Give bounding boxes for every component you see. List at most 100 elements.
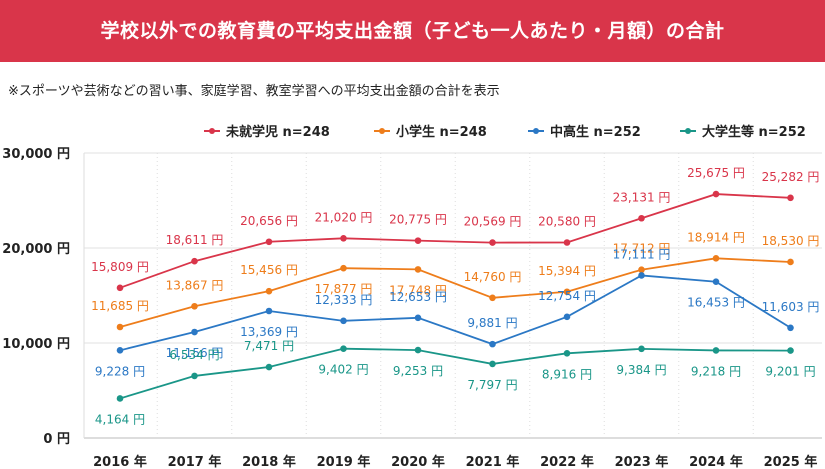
data-point	[489, 294, 496, 302]
data-label: 9,253 円	[393, 364, 443, 378]
data-label: 8,916 円	[542, 367, 592, 381]
data-label: 11,685 円	[91, 299, 149, 313]
data-label: 20,656 円	[240, 214, 298, 228]
gridlines	[83, 152, 822, 439]
data-point	[116, 323, 124, 331]
series-line	[119, 193, 791, 289]
data-label: 21,020 円	[315, 210, 373, 224]
data-label: 18,611 円	[166, 233, 224, 247]
series-group: 15,809 円 18,611 円 20,656 円 21,020 円 20,775 円…	[91, 166, 819, 426]
data-label: 18,530 円	[762, 234, 820, 248]
data-point	[265, 287, 273, 295]
data-point	[265, 307, 273, 315]
data-point	[638, 214, 645, 222]
data-point	[489, 340, 496, 348]
data-point	[787, 258, 794, 266]
legend: 未就学児 n=248 小学生 n=248 中高生 n=252 大学生等 n=252	[204, 124, 806, 140]
data-point	[116, 395, 124, 402]
x-tick-label: 2021 年	[466, 454, 520, 469]
data-label: 9,384 円	[616, 363, 666, 377]
legend-label: 未就学児 n=248	[225, 124, 330, 140]
data-point	[787, 324, 794, 332]
data-point	[712, 255, 720, 262]
data-point	[265, 238, 273, 246]
x-axis: 2016 年 2017 年 2018 年 2019 年 2020 年 2021 年 2022…	[93, 454, 817, 469]
data-label: 9,402 円	[318, 363, 368, 377]
data-label: 17,877 円	[315, 282, 373, 296]
x-tick-label: 2025 年	[764, 454, 818, 469]
data-label: 12,333 円	[315, 293, 373, 307]
data-point	[340, 264, 347, 272]
data-point	[638, 266, 645, 274]
data-label: 17,712 円	[613, 242, 671, 256]
y-tick-label: 0 円	[43, 432, 70, 447]
series-line	[119, 257, 791, 328]
data-point	[414, 346, 422, 354]
chart-subtitle: ※スポーツや芸術などの習い事、家庭学習、教室学習への平均支出金額の合計を表示	[8, 84, 500, 99]
data-label: 23,131 円	[613, 190, 671, 204]
data-point	[638, 272, 645, 279]
legend-label: 中高生 n=252	[550, 124, 641, 140]
legend-marker	[533, 128, 539, 134]
data-label: 9,881 円	[467, 316, 517, 330]
series-line	[119, 274, 791, 352]
data-point	[414, 266, 422, 273]
data-label: 15,809 円	[91, 260, 149, 274]
data-label: 12,754 円	[538, 289, 596, 303]
data-label: 15,456 円	[240, 263, 298, 277]
data-label: 7,471 円	[244, 339, 294, 353]
data-label: 9,201 円	[765, 365, 815, 379]
legend-marker	[209, 128, 215, 134]
data-point	[414, 314, 422, 322]
data-point	[712, 190, 720, 198]
data-label: 11,603 円	[762, 300, 820, 314]
data-point	[265, 363, 273, 371]
data-label: 16,453 円	[687, 296, 745, 310]
x-tick-label: 2020 年	[391, 454, 445, 469]
data-point	[712, 347, 720, 354]
data-label: 20,775 円	[389, 213, 447, 227]
data-label: 25,282 円	[762, 170, 820, 184]
x-tick-label: 2019 年	[317, 454, 371, 469]
x-tick-label: 2022 年	[540, 454, 594, 469]
data-label: 17,111 円	[613, 247, 671, 261]
title-banner: 学校以外での教育費の平均支出金額（子ども一人あたり・月額）の合計	[0, 0, 825, 62]
x-tick-label: 2023 年	[615, 454, 669, 469]
data-point	[340, 235, 347, 242]
x-tick-label: 2018 年	[242, 454, 296, 469]
data-label: 13,369 円	[240, 325, 298, 339]
data-label: 25,675 円	[687, 166, 745, 180]
y-tick-label: 10,000 円	[2, 337, 70, 352]
data-label: 9,228 円	[95, 364, 145, 378]
data-label: 17,748 円	[389, 283, 447, 297]
data-label: 13,867 円	[166, 278, 224, 292]
data-point	[116, 284, 124, 292]
data-point	[116, 347, 124, 354]
data-label: 4,164 円	[95, 412, 145, 426]
series-line	[119, 347, 791, 400]
data-point	[191, 257, 198, 265]
data-point	[191, 302, 198, 310]
x-tick-label: 2017 年	[168, 454, 222, 469]
data-label: 9,218 円	[691, 364, 741, 378]
data-point	[712, 278, 720, 285]
data-label: 6,534 円	[169, 348, 219, 362]
data-point	[563, 313, 571, 321]
data-point	[563, 288, 571, 296]
legend-marker	[379, 128, 385, 134]
data-point	[340, 317, 347, 325]
y-tick-label: 20,000 円	[2, 242, 70, 257]
data-point	[638, 345, 645, 353]
data-point	[489, 239, 496, 246]
data-label: 20,569 円	[464, 215, 522, 229]
data-point	[191, 328, 198, 336]
data-point	[787, 194, 794, 202]
data-point	[191, 372, 198, 380]
data-label: 7,797 円	[467, 378, 517, 392]
data-point	[787, 347, 794, 354]
data-point	[414, 237, 422, 244]
data-label: 20,580 円	[538, 214, 596, 228]
legend-label: 小学生 n=248	[396, 124, 487, 140]
x-tick-label: 2024 年	[689, 454, 743, 469]
